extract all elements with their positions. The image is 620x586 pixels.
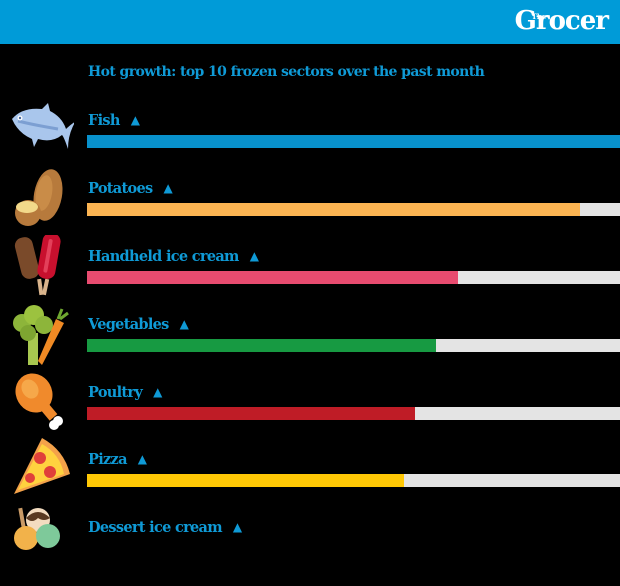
bar-fill — [87, 407, 415, 420]
vegetables-icon — [13, 305, 69, 365]
row-label: Poultry ▲ — [88, 384, 162, 401]
up-triangle-icon: ▲ — [163, 181, 172, 195]
bar-row-pizza: Pizza ▲ — [0, 438, 620, 518]
bar-row-handheld-ice-cream: Handheld ice cream ▲ — [0, 235, 620, 315]
bar-track — [87, 271, 620, 284]
row-label: Vegetables ▲ — [88, 316, 189, 333]
ice-lolly-icon — [14, 235, 61, 296]
bar-track — [87, 339, 620, 352]
ice-cream-scoops-icon — [14, 507, 60, 550]
bar-track — [87, 407, 620, 420]
row-label: Fish ▲ — [88, 112, 140, 129]
bar-fill — [87, 135, 620, 148]
header-bar: The Grocer — [0, 0, 620, 44]
bar-row-poultry: Poultry ▲ — [0, 373, 620, 451]
bar-row-potatoes: Potatoes ▲ — [0, 169, 620, 247]
up-triangle-icon: ▲ — [137, 452, 147, 466]
chart-title: Hot growth: top 10 frozen sectors over t… — [88, 64, 485, 80]
bar-row-dessert-ice-cream: Dessert ice cream ▲ — [0, 507, 620, 586]
bar-fill — [87, 474, 405, 487]
row-label: Handheld ice cream ▲ — [88, 248, 259, 265]
bar-fill — [87, 271, 458, 284]
fish-icon — [12, 103, 74, 149]
bar-track — [87, 203, 620, 216]
bar-fill — [87, 203, 581, 216]
row-label: Potatoes ▲ — [88, 180, 173, 197]
logo-text: Grocer — [514, 6, 609, 36]
row-label: Dessert ice cream ▲ — [88, 519, 242, 536]
chicken-leg-icon — [15, 373, 63, 430]
up-triangle-icon: ▲ — [232, 520, 242, 534]
pizza-slice-icon — [14, 438, 70, 494]
logo-the: The — [531, 12, 547, 21]
grocer-logo: The Grocer — [514, 6, 609, 36]
up-triangle-icon: ▲ — [130, 113, 140, 127]
row-label: Pizza ▲ — [88, 451, 147, 468]
up-triangle-icon: ▲ — [153, 385, 162, 399]
bar-track — [87, 135, 620, 148]
bar-fill — [87, 339, 437, 352]
potato-icon — [15, 169, 63, 226]
bar-row-fish: Fish ▲ — [0, 103, 620, 179]
bar-track — [87, 474, 620, 487]
up-triangle-icon: ▲ — [179, 317, 189, 331]
up-triangle-icon: ▲ — [249, 249, 259, 263]
bar-row-vegetables: Vegetables ▲ — [0, 305, 620, 383]
